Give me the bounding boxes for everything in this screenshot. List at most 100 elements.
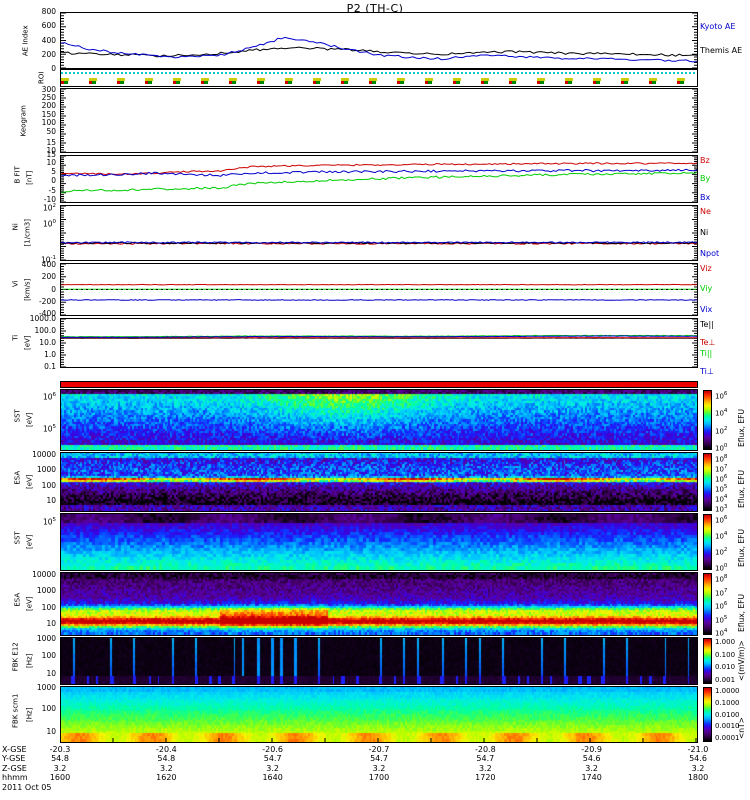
axis-tick-x_gse-4: -20.8: [474, 745, 496, 754]
colorbar-sst-ion-tick: 104: [715, 531, 728, 541]
colorbar-fbk-e12-tick: 1.000: [715, 638, 736, 646]
y-tick-label: 15: [46, 138, 56, 148]
panel-sst-ion: [60, 513, 698, 571]
colorbar-esa-ion-tick: 107: [715, 587, 728, 597]
colorbar-esa-electron-tick: 106: [715, 474, 728, 484]
colorbar-esa-ion-gradient: [704, 574, 711, 634]
colorbar-esa-ion-tick: 106: [715, 601, 728, 611]
axis-label-sst-e-unit: [eV]: [25, 412, 34, 428]
y-tick-label: 400: [41, 35, 56, 45]
axis-label-bfit-unit: [nT]: [25, 170, 34, 185]
colorbar-esa-electron-tick: 103: [715, 504, 728, 514]
legend-bz: Bz: [700, 156, 710, 165]
legend-kyoto-ae: Kyoto AE: [700, 22, 736, 31]
axis-row-label-z-gse: Z-GSE: [2, 763, 27, 773]
colorbar-sst-ion: [703, 514, 712, 570]
colorbar-esa-electron-tick: 108: [715, 454, 728, 464]
legend-ne: Ne: [700, 207, 711, 216]
colorbar-fbk-e12-tick: 0.001: [715, 676, 736, 684]
legend-te-perp: Te⊥: [700, 338, 716, 347]
y-tick-label: 100: [41, 651, 56, 661]
axis-row-label-hhmm: hhmm: [2, 773, 28, 783]
axis-tick-y_gse-2: 54.7: [263, 754, 282, 764]
y-tick-label: 10-1: [40, 255, 56, 265]
y-tick-label: 105: [42, 424, 56, 434]
y-tick-label: 50: [46, 126, 56, 136]
colorbar-fbk-scm1-gradient: [704, 688, 711, 741]
axis-tick-y_gse-1: 54.8: [157, 754, 176, 764]
colorbar-sst-electron-tick: 104: [715, 408, 728, 418]
colorbar-sst-electron-tick: 100: [715, 443, 728, 453]
colorbar-esa-ion: [703, 573, 712, 635]
panel-sst-electron-canvas: [61, 390, 697, 450]
axis-label-fbk-e12: FBK E12: [11, 642, 20, 672]
axis-tick-z_gse-5: 3.2: [585, 763, 599, 773]
y-tick-label: 10: [46, 496, 56, 506]
y-tick-label: 200: [41, 101, 56, 111]
y-tick-label: 600: [41, 21, 56, 31]
panel-esa-ion: [60, 572, 698, 636]
axis-label-sst-e: SST: [13, 409, 22, 423]
axis-label-ni-unit: [1/cm3]: [23, 219, 32, 247]
panel-esa-electron-canvas: [61, 453, 697, 511]
axis-label-fbk-e12-unit: [Hz]: [25, 653, 34, 668]
y-tick-label: 1000: [36, 586, 56, 596]
axis-label-ae: AE Index: [21, 24, 30, 56]
axis-tick-y_gse-0: 54.8: [51, 754, 69, 764]
axis-tick-y_gse-5: 54.6: [582, 754, 601, 764]
y-tick-label: 1000.0: [29, 314, 56, 323]
axis-tick-hhmm-5: 1740: [581, 773, 602, 783]
colorbar-sst-ion-gradient: [704, 515, 711, 569]
y-tick-label: 150: [41, 109, 56, 119]
colorbar-sst-electron: [703, 390, 712, 450]
y-tick-label: 400: [41, 259, 56, 269]
colorbar-fbk-scm1-tick: 1.0000: [715, 687, 740, 695]
axis-tick-x_gse-0: -20.3: [49, 745, 71, 754]
y-tick-label: 1000: [36, 683, 56, 693]
y-tick-label: -400: [38, 308, 56, 318]
axis-tick-z_gse-4: 3.2: [478, 763, 492, 773]
axis-label-esa-e-unit: [eV]: [25, 474, 34, 490]
axis-tick-y_gse-6: 54.6: [689, 754, 707, 764]
panel-fbk-e12: [60, 637, 698, 685]
y-tick-label: 106: [42, 392, 56, 402]
y-tick-label: 10000: [32, 450, 56, 459]
panel-sst-ion-canvas: [61, 514, 697, 570]
axis-tick-hhmm-1: 1620: [156, 773, 177, 783]
axis-label-ti-unit: [eV]: [23, 335, 32, 351]
y-tick-label: 1000: [36, 465, 56, 474]
panel-roi: [60, 69, 698, 87]
colorbar-sst-ion-tick: 100: [715, 563, 728, 573]
page-title: P2 (TH-C): [346, 2, 404, 15]
legend-by: By: [700, 174, 711, 183]
axis-tick-y_gse-4: 54.7: [476, 754, 495, 764]
axis-tick-x_gse-1: -20.4: [155, 745, 177, 754]
colorbar-fbk-scm1-tick: 0.0010: [715, 722, 740, 731]
axis-tick-z_gse-0: 3.2: [53, 763, 67, 773]
axis-tick-x_gse-5: -20.9: [581, 745, 602, 754]
y-tick-label: 0.1: [44, 361, 56, 371]
axis-tick-x_gse-6: -21.0: [687, 745, 709, 754]
axis-tick-hhmm-0: 1600: [49, 773, 71, 783]
colorbar-fbk-e12: [703, 638, 712, 684]
axis-label-sst-i-unit: [eV]: [25, 534, 34, 550]
legend-bx: Bx: [700, 193, 711, 202]
axis-label-esa-e: ESA: [13, 470, 22, 485]
legend-ti-perp: Ti⊥: [700, 367, 714, 376]
panel-fbk-scm1-canvas: [61, 687, 697, 742]
panel-esa-ion-canvas: [61, 573, 697, 635]
legend-npot: Npot: [700, 249, 720, 258]
colorbar-esa-ion-tick: 104: [715, 628, 728, 638]
axis-label-ni: Ni: [11, 223, 20, 231]
y-tick-label: 10000: [32, 570, 56, 580]
colorbar-esa-electron-tick: 107: [715, 464, 728, 474]
y-tick-label: 0: [51, 176, 56, 186]
panel-esa-electron: [60, 452, 698, 512]
y-tick-label: 102: [42, 203, 56, 213]
colorbar-sst-ion-title: Eflux, EFU: [737, 529, 746, 567]
colorbar-fbk-e12-tick: 0.100: [715, 650, 736, 659]
colorbar-sst-electron-title: Eflux, EFU: [737, 409, 746, 447]
axis-tick-y_gse-3: 54.7: [370, 754, 388, 764]
y-tick-label: 100: [41, 118, 56, 128]
axis-label-vi: Vi: [11, 279, 20, 287]
